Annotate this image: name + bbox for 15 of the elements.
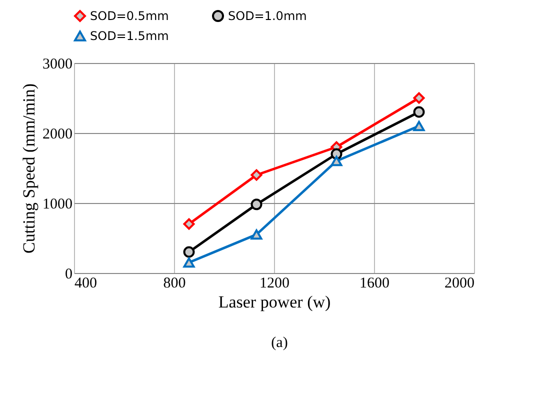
- y-tick-label: 2000: [42, 126, 72, 142]
- x-tick-label: 800: [163, 276, 186, 292]
- legend-label: SOD=1.5mm: [90, 29, 169, 43]
- y-tick-label: 3000: [42, 56, 72, 72]
- x-tick-label: 1200: [260, 276, 290, 292]
- y-tick-label: 1000: [42, 196, 72, 212]
- y-tick-label: 0: [65, 266, 72, 282]
- x-tick-label: 2000: [444, 276, 474, 292]
- x-tick-label: 1600: [360, 276, 390, 292]
- y-axis-title: Cutting Speed (mm/min): [20, 84, 38, 254]
- x-axis-title: Laser power (w): [218, 292, 331, 312]
- text: (a): [270, 335, 289, 352]
- legend-label: SOD=0.5mm: [90, 9, 169, 23]
- legend-label: SOD=1.0mm: [228, 9, 307, 23]
- x-tick-label: 400: [74, 276, 97, 292]
